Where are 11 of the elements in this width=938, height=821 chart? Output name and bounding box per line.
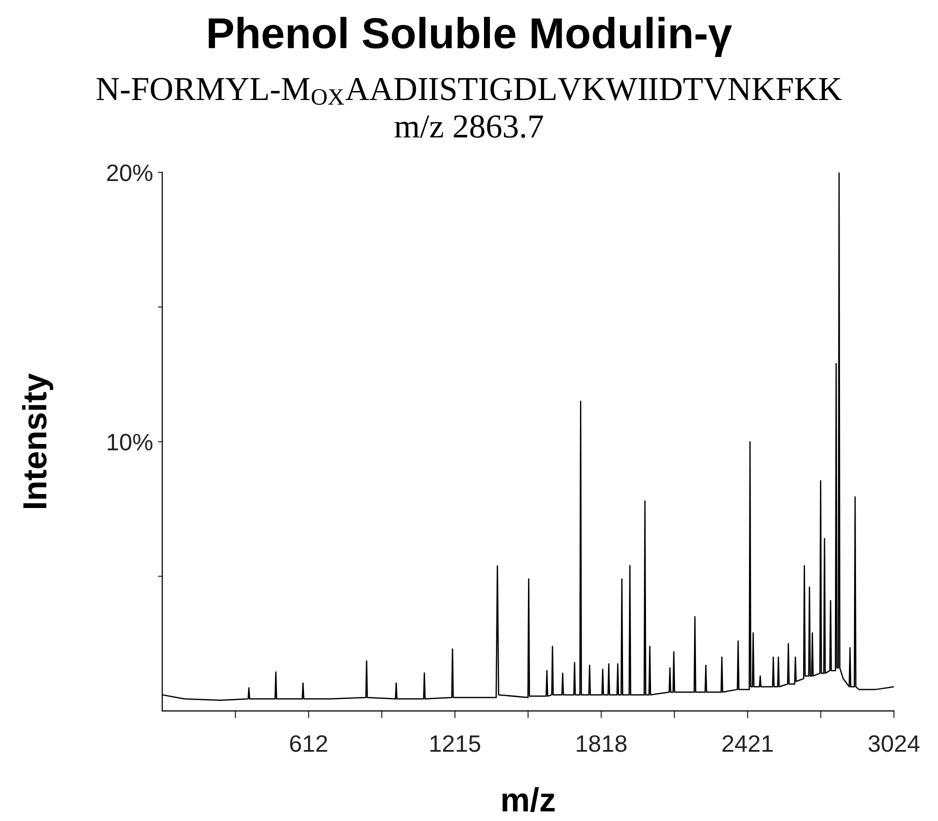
chart-title: Phenol Soluble Modulin-γ (208, 16, 732, 57)
x-tick-label: 1215 (430, 735, 480, 752)
x-tick-label: 1818 (576, 735, 626, 752)
y-tick-label: 20% (107, 164, 152, 182)
x-tick-label: 2421 (722, 735, 773, 752)
chart-subtitle: N-FORMYL-M$_{OX}$AADIISTIGDLVKWIIDTVNKFKK m/z 2863.7 (96, 78, 842, 138)
y-axis-title: Intensity (22, 373, 54, 508)
x-axis-title: m/z (502, 787, 555, 812)
x-tick-label: 612 (290, 735, 328, 752)
y-tick-label: 10% (108, 434, 152, 450)
x-tick-label: 3024 (868, 735, 920, 752)
